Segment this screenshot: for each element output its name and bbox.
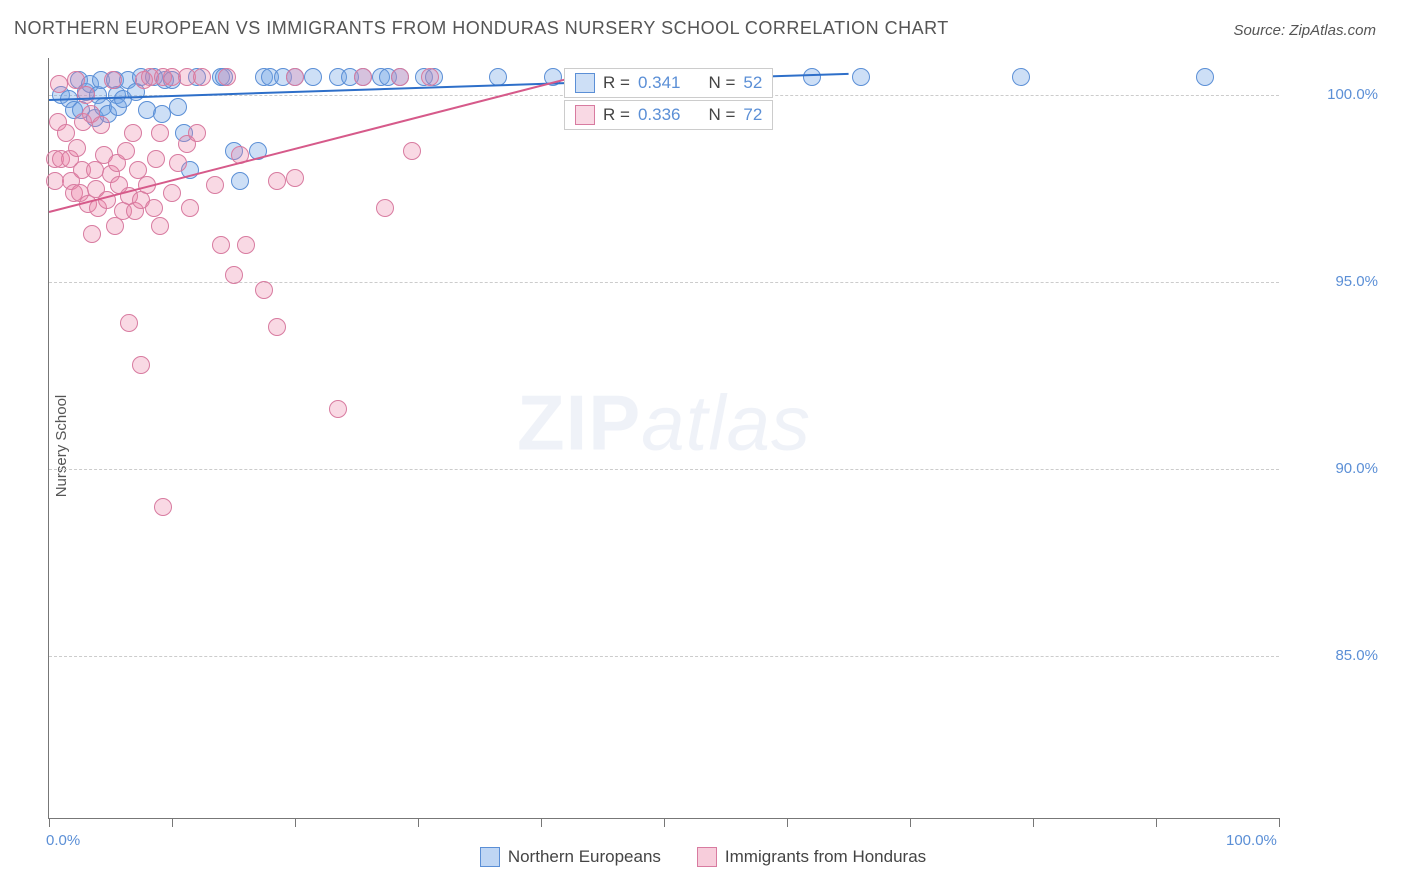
- data-point: [145, 199, 163, 217]
- n-label: N =: [708, 73, 735, 93]
- legend-swatch: [575, 73, 595, 93]
- data-point: [225, 266, 243, 284]
- data-point: [852, 68, 870, 86]
- gridline: [49, 469, 1279, 470]
- data-point: [181, 199, 199, 217]
- stats-legend-row: R = 0.341 N = 52: [564, 68, 773, 98]
- x-tick: [49, 818, 50, 827]
- chart-container: NORTHERN EUROPEAN VS IMMIGRANTS FROM HON…: [0, 0, 1406, 892]
- data-point: [489, 68, 507, 86]
- n-value: 72: [743, 105, 762, 125]
- data-point: [255, 281, 273, 299]
- data-point: [132, 356, 150, 374]
- data-point: [169, 154, 187, 172]
- data-point: [237, 236, 255, 254]
- x-tick: [541, 818, 542, 827]
- data-point: [206, 176, 224, 194]
- legend-label: Northern Europeans: [508, 847, 661, 867]
- r-label: R =: [603, 105, 630, 125]
- source-label: Source: ZipAtlas.com: [1233, 22, 1376, 39]
- data-point: [104, 71, 122, 89]
- r-value: 0.336: [638, 105, 681, 125]
- gridline: [49, 656, 1279, 657]
- x-tick: [910, 818, 911, 827]
- data-point: [231, 172, 249, 190]
- data-point: [403, 142, 421, 160]
- data-point: [803, 68, 821, 86]
- data-point: [421, 68, 439, 86]
- plot-area: ZIPatlas R = 0.341 N = 52 R = 0.336 N = 72: [48, 58, 1279, 819]
- x-tick: [664, 818, 665, 827]
- data-point: [391, 68, 409, 86]
- data-point: [151, 217, 169, 235]
- x-tick-label: 100.0%: [1226, 832, 1277, 849]
- watermark: ZIPatlas: [517, 377, 811, 468]
- data-point: [86, 161, 104, 179]
- x-tick: [1279, 818, 1280, 827]
- chart-title: NORTHERN EUROPEAN VS IMMIGRANTS FROM HON…: [14, 18, 949, 39]
- data-point: [212, 236, 230, 254]
- data-point: [268, 172, 286, 190]
- data-point: [188, 124, 206, 142]
- data-point: [50, 75, 68, 93]
- data-point: [83, 225, 101, 243]
- data-point: [304, 68, 322, 86]
- data-point: [354, 68, 372, 86]
- legend-swatch: [697, 847, 717, 867]
- data-point: [1196, 68, 1214, 86]
- x-tick: [172, 818, 173, 827]
- n-value: 52: [743, 73, 762, 93]
- y-tick-label: 85.0%: [1288, 647, 1378, 664]
- data-point: [268, 318, 286, 336]
- r-label: R =: [603, 73, 630, 93]
- data-point: [151, 124, 169, 142]
- data-point: [77, 86, 95, 104]
- x-tick-label: 0.0%: [46, 832, 80, 849]
- data-point: [147, 150, 165, 168]
- bottom-legend: Northern Europeans Immigrants from Hondur…: [0, 847, 1406, 872]
- legend-item: Immigrants from Honduras: [697, 847, 926, 867]
- data-point: [92, 116, 110, 134]
- data-point: [193, 68, 211, 86]
- data-point: [68, 139, 86, 157]
- legend-label: Immigrants from Honduras: [725, 847, 926, 867]
- data-point: [286, 169, 304, 187]
- y-tick-label: 95.0%: [1288, 273, 1378, 290]
- x-tick: [295, 818, 296, 827]
- legend-item: Northern Europeans: [480, 847, 661, 867]
- y-tick-label: 90.0%: [1288, 460, 1378, 477]
- data-point: [154, 498, 172, 516]
- x-tick: [1156, 818, 1157, 827]
- data-point: [218, 68, 236, 86]
- data-point: [163, 184, 181, 202]
- data-point: [120, 314, 138, 332]
- data-point: [376, 199, 394, 217]
- data-point: [117, 142, 135, 160]
- data-point: [124, 124, 142, 142]
- x-tick: [1033, 818, 1034, 827]
- r-value: 0.341: [638, 73, 681, 93]
- data-point: [1012, 68, 1030, 86]
- data-point: [329, 400, 347, 418]
- legend-swatch: [575, 105, 595, 125]
- x-tick: [418, 818, 419, 827]
- y-tick-label: 100.0%: [1288, 86, 1378, 103]
- data-point: [286, 68, 304, 86]
- stats-legend-row: R = 0.336 N = 72: [564, 100, 773, 130]
- x-tick: [787, 818, 788, 827]
- n-label: N =: [708, 105, 735, 125]
- legend-swatch: [480, 847, 500, 867]
- data-point: [169, 98, 187, 116]
